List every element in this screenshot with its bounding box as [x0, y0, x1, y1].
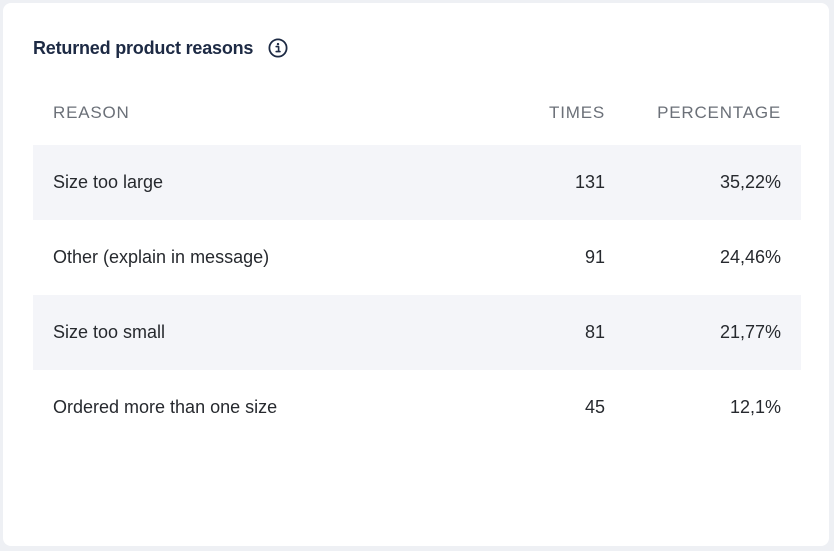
times-cell: 45	[584, 397, 605, 417]
reason-cell: Size too small	[53, 322, 166, 342]
table-row: Other (explain in message) 91 24,46%	[33, 220, 801, 295]
percentage-cell: 24,46%	[719, 247, 781, 267]
percentage-cell: 12,1%	[729, 397, 781, 417]
percentage-cell: 21,77%	[719, 322, 781, 342]
times-cell: 131	[574, 172, 605, 192]
returned-reasons-card: Returned product reasons REASON TIMES PE…	[3, 3, 829, 546]
info-circle-icon[interactable]	[268, 38, 288, 58]
table-row: Ordered more than one size 45 12,1%	[33, 370, 801, 445]
times-cell: 91	[584, 247, 605, 267]
times-cell: 81	[584, 322, 605, 342]
table-header-row: REASON TIMES PERCENTAGE	[33, 91, 801, 137]
percentage-cell: 35,22%	[719, 172, 781, 192]
table-row: Size too large 131 35,22%	[33, 145, 801, 220]
column-header-percentage[interactable]: PERCENTAGE	[657, 103, 781, 122]
reason-cell: Size too large	[53, 172, 164, 192]
column-header-times[interactable]: TIMES	[549, 103, 605, 122]
reason-cell: Other (explain in message)	[53, 247, 270, 267]
card-header: Returned product reasons	[33, 35, 288, 61]
reason-cell: Ordered more than one size	[53, 397, 278, 417]
column-header-reason[interactable]: REASON	[53, 103, 130, 122]
table-row: Size too small 81 21,77%	[33, 295, 801, 370]
card-title: Returned product reasons	[33, 37, 254, 58]
reasons-table: REASON TIMES PERCENTAGE Size too large 1…	[33, 91, 801, 445]
